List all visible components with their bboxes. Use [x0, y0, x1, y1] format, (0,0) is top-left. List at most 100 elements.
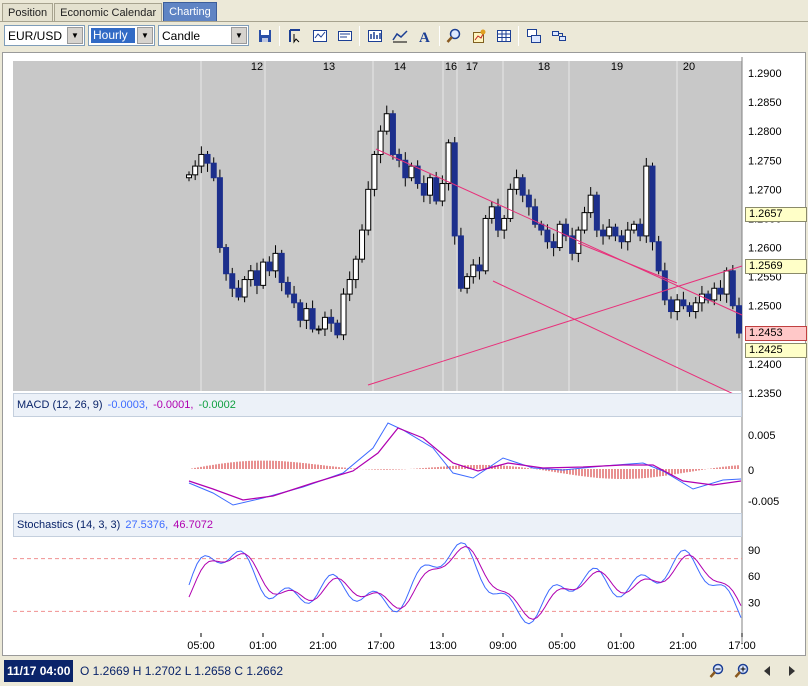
day-label: 19	[611, 61, 623, 73]
stoch-tick-label: 60	[748, 571, 760, 583]
line-chart-button[interactable]	[390, 26, 410, 46]
candle-body	[717, 287, 724, 295]
candle-body	[328, 316, 335, 324]
stoch-d-line	[188, 545, 742, 620]
data-table-button[interactable]	[494, 26, 514, 46]
candle-body	[476, 264, 483, 272]
scroll-right-button[interactable]	[781, 660, 803, 682]
indicator-button[interactable]	[469, 26, 489, 46]
zoom-icon	[446, 28, 461, 43]
macd-legend: MACD (12, 26, 9) -0.0003, -0.0001, -0.00…	[13, 393, 742, 417]
candle-body	[501, 217, 508, 231]
cursor-tool-button[interactable]	[285, 26, 305, 46]
toolbar-separator	[518, 26, 519, 46]
day-label: 14	[394, 61, 406, 73]
candle-body	[698, 293, 705, 304]
macd-tick-label: 0	[748, 465, 754, 477]
macd-name: MACD (12, 26, 9)	[17, 399, 103, 411]
macd-tick-label: 0.005	[748, 430, 776, 442]
price-tag: 1.2425	[745, 343, 807, 358]
candle-body	[402, 159, 409, 179]
tab-bar: Position Economic Calendar Charting	[2, 2, 218, 22]
candle-body	[569, 235, 576, 254]
chart-area[interactable]: 12 13 14 16 17 18 19 20 1.2900 1.2850 1.2800 1.2750…	[2, 52, 807, 656]
candle-body	[303, 308, 310, 321]
chevron-down-icon[interactable]: ▼	[231, 27, 247, 44]
candle-body	[321, 316, 328, 330]
candle-body	[334, 322, 341, 336]
save-button[interactable]	[255, 26, 275, 46]
candle-body	[593, 194, 600, 231]
tab-economic-calendar[interactable]: Economic Calendar	[54, 3, 163, 22]
candle-body	[247, 270, 254, 281]
stoch-name: Stochastics (14, 3, 3)	[17, 519, 121, 531]
chart-settings-button[interactable]	[310, 26, 330, 46]
candle-body	[414, 165, 421, 185]
scroll-left-button[interactable]	[756, 660, 778, 682]
candle-body	[624, 229, 631, 243]
candle-body	[562, 223, 569, 237]
candle-body	[451, 142, 458, 237]
candle-body	[315, 328, 322, 331]
svg-text:A: A	[419, 30, 430, 44]
candle-body	[266, 261, 273, 272]
candle-body	[260, 261, 267, 286]
template-button[interactable]	[335, 26, 355, 46]
candle-body	[457, 235, 464, 289]
timeframe-select[interactable]: Hourly ▼	[88, 25, 155, 46]
candle-body	[488, 206, 495, 219]
candle-body	[643, 165, 650, 237]
time-tick-label: 21:00	[669, 640, 697, 652]
bar-chart-icon	[368, 30, 382, 42]
symbol-select[interactable]: EUR/USD ▼	[4, 25, 85, 46]
indicator-icon	[473, 29, 486, 43]
candle-body	[340, 293, 347, 336]
day-label: 12	[251, 61, 263, 73]
candle-body	[612, 226, 619, 237]
candle-body	[544, 229, 551, 243]
candle-body	[291, 293, 298, 304]
stoch-tick-label: 90	[748, 545, 760, 557]
macd-value-3: -0.0002	[198, 399, 236, 411]
chart-toolbar: EUR/USD ▼ Hourly ▼ Candle ▼	[0, 22, 808, 50]
macd-tick-label: -0.005	[748, 496, 779, 508]
candle-body	[198, 153, 205, 167]
candle-body	[618, 235, 625, 243]
tab-charting[interactable]: Charting	[163, 2, 217, 22]
layout-icon	[552, 31, 566, 41]
candle-body	[210, 162, 217, 179]
candle-body	[408, 165, 415, 179]
tab-position[interactable]: Position	[2, 3, 54, 22]
stoch-pane-bg	[13, 539, 742, 631]
price-chart[interactable]: 12 13 14 16 17 18 19 20 1.2900 1.2850 1.2800 1.2750…	[3, 53, 805, 655]
candle-body	[235, 287, 242, 298]
candle-body	[445, 142, 452, 185]
zoom-in-icon	[734, 663, 749, 678]
trend-line	[492, 280, 743, 399]
chart-style-select[interactable]: Candle ▼	[158, 25, 249, 46]
zoom-button[interactable]	[444, 26, 464, 46]
current-price-tag: 1.2453	[745, 326, 807, 341]
triangle-right-icon	[789, 666, 795, 676]
candle-body	[192, 165, 199, 176]
candle-body	[711, 287, 718, 301]
chevron-down-icon[interactable]: ▼	[67, 27, 83, 44]
line-chart-icon	[392, 30, 408, 43]
layout-button[interactable]	[549, 26, 569, 46]
text-tool-button[interactable]: A	[415, 26, 435, 46]
candle-body	[439, 183, 446, 202]
toolbar-separator	[439, 26, 440, 46]
time-tick-label: 13:00	[429, 640, 457, 652]
zoom-out-button[interactable]	[706, 660, 728, 682]
chevron-down-icon[interactable]: ▼	[137, 27, 153, 44]
day-label: 20	[683, 61, 695, 73]
window-button[interactable]	[524, 26, 544, 46]
time-tick-label: 05:00	[548, 640, 576, 652]
toolbar-separator	[359, 26, 360, 46]
stoch-value-1: 27.5376,	[125, 519, 169, 531]
zoom-in-button[interactable]	[731, 660, 753, 682]
time-tick-label: 01:00	[249, 640, 277, 652]
candle-body	[494, 206, 501, 231]
candle-body	[383, 113, 390, 132]
bar-chart-button[interactable]	[365, 26, 385, 46]
